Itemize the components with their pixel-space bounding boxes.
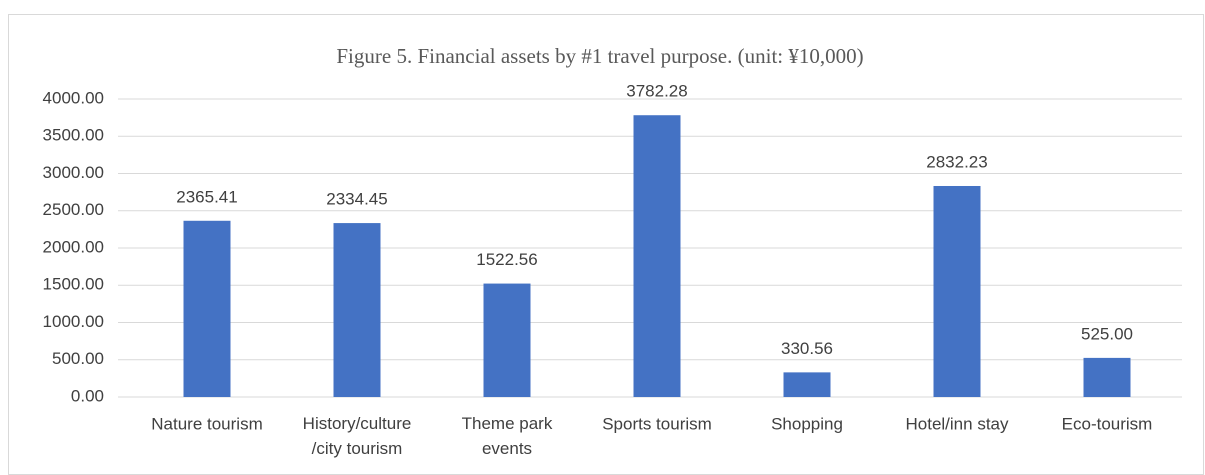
x-tick-label: Shopping xyxy=(771,414,843,433)
x-tick-label: Eco-tourism xyxy=(1062,414,1153,433)
chart-title: Figure 5. Financial assets by #1 travel … xyxy=(336,44,863,68)
y-tick-label: 1500.00 xyxy=(43,275,104,294)
data-label: 330.56 xyxy=(781,339,833,358)
x-tick-label: Theme park events xyxy=(462,414,553,458)
y-tick-label: 500.00 xyxy=(52,349,104,368)
data-label: 2365.41 xyxy=(176,187,237,206)
x-tick-label: History/culture/city tourism xyxy=(303,414,412,458)
data-label: 2832.23 xyxy=(926,152,987,171)
x-tick-label: Sports tourism xyxy=(602,414,712,433)
x-tick-label: Hotel/inn stay xyxy=(906,414,1009,433)
y-tick-label: 4000.00 xyxy=(43,88,104,107)
bar xyxy=(483,283,531,397)
y-tick-label: 0.00 xyxy=(71,386,104,405)
bar xyxy=(933,185,981,397)
data-label: 1522.56 xyxy=(476,250,537,269)
y-tick-label: 2000.00 xyxy=(43,237,104,256)
bar xyxy=(333,223,381,397)
y-tick-label: 2500.00 xyxy=(43,200,104,219)
data-label: 3782.28 xyxy=(626,82,687,101)
bar xyxy=(633,115,681,397)
y-tick-label: 1000.00 xyxy=(43,312,104,331)
y-tick-label: 3000.00 xyxy=(43,163,104,182)
bar xyxy=(1083,357,1131,397)
y-tick-label: 3500.00 xyxy=(43,126,104,145)
bar xyxy=(783,372,831,397)
data-label: 2334.45 xyxy=(326,190,387,209)
x-tick-label: Nature tourism xyxy=(151,414,262,433)
bar xyxy=(183,220,231,397)
data-label: 525.00 xyxy=(1081,324,1133,343)
